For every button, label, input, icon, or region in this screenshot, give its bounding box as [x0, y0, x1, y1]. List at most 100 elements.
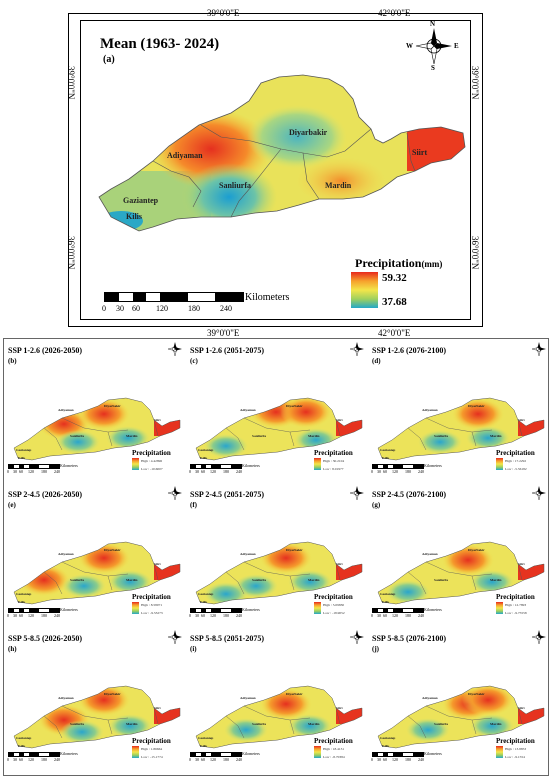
- scenario-panel: SSP 1-2.6 (2051-2075) (c): [186, 340, 364, 482]
- panel-city-label: Mardin: [490, 578, 502, 582]
- panel-city-label: Kilis: [200, 744, 208, 748]
- scenario-panel: SSP 2-4.5 (2026-2050) (e): [4, 484, 182, 626]
- panel-region-map: [13, 541, 181, 605]
- panel-scale-label: 0: [7, 757, 9, 762]
- city-label: Gaziantep: [123, 196, 159, 205]
- panel-title: SSP 5-8.5 (2026-2050): [8, 634, 82, 643]
- panel-city-label: Siirt: [518, 706, 525, 710]
- panel-scale-label: 240: [54, 469, 60, 474]
- panel-scale-label: 240: [236, 613, 242, 618]
- panel-city-label: Siirt: [518, 418, 525, 422]
- panel-legend-low: Low : -5.56182: [505, 467, 527, 471]
- panel-city-label: Gaziantep: [380, 736, 396, 740]
- compass-e: E: [454, 42, 459, 50]
- panel-scale-label: 180: [405, 469, 411, 474]
- panel-city-label: Siirt: [336, 706, 343, 710]
- panel-scale-label: 120: [210, 469, 216, 474]
- panel-scale-unit: Kilometers: [242, 607, 260, 612]
- panel-city-label: Adiyaman: [422, 552, 438, 556]
- panel-legend-high: High : 8.58071: [141, 603, 163, 607]
- panel-scale-label: 120: [392, 757, 398, 762]
- panel-scale-label: 180: [223, 757, 229, 762]
- panel-city-label: Adiyaman: [422, 408, 438, 412]
- scenario-panel: SSP 5-8.5 (2076-2100) (j): [368, 628, 546, 770]
- panel-city-label: Siirt: [336, 418, 343, 422]
- panel-city-label: Gaziantep: [16, 592, 32, 596]
- panel-city-label: Siirt: [518, 562, 525, 566]
- panel-legend-high: High : 1.86664: [141, 747, 163, 751]
- north-arrow-icon: [532, 486, 546, 500]
- panel-scale-label: 60: [19, 757, 23, 762]
- panel-city-label: Kilis: [382, 744, 390, 748]
- panel-city-label: Mardin: [126, 578, 138, 582]
- north-arrow-icon: [168, 342, 182, 356]
- panel-scale-label: 60: [383, 757, 387, 762]
- panel-city-label: Sanliurfa: [70, 578, 85, 582]
- panel-legend-ramp: [314, 602, 321, 614]
- main-map-area: [80, 20, 471, 320]
- panel-label: (c): [190, 357, 198, 365]
- main-region-map: [98, 74, 466, 232]
- panel-city-label: Mardin: [126, 434, 138, 438]
- panel-scale-label: 180: [223, 469, 229, 474]
- scale-label: 30: [116, 304, 124, 313]
- panel-scale-label: 60: [383, 469, 387, 474]
- panel-scale-unit: Kilometers: [242, 751, 260, 756]
- panel-city-label: Adiyaman: [58, 696, 74, 700]
- panel-scale-bar: [372, 608, 424, 613]
- panel-title: SSP 2-4.5 (2051-2075): [190, 490, 264, 499]
- panel-scale-unit: Kilometers: [424, 607, 442, 612]
- panel-city-label: Gaziantep: [380, 448, 396, 452]
- panel-scale-label: 60: [19, 469, 23, 474]
- panel-city-label: Diyarbakir: [104, 692, 121, 696]
- panel-legend-ramp: [314, 458, 321, 470]
- panel-label: (h): [8, 645, 17, 653]
- panel-scale-label: 30: [195, 757, 199, 762]
- panel-legend-low: Low : -18.9052: [323, 611, 345, 615]
- panel-scale-label: 180: [223, 613, 229, 618]
- panel-legend-high: High : 17.2292: [505, 459, 527, 463]
- panel-scale-unit: Kilometers: [242, 463, 260, 468]
- panel-scale-label: 120: [28, 613, 34, 618]
- panel-legend-ramp: [132, 602, 139, 614]
- panel-scale-label: 240: [54, 757, 60, 762]
- panel-city-label: Kilis: [18, 600, 26, 604]
- city-label: Adiyaman: [167, 151, 203, 160]
- panel-scale-label: 0: [371, 613, 373, 618]
- panel-title: SSP 1-2.6 (2026-2050): [8, 346, 82, 355]
- panel-region-map: [13, 685, 181, 749]
- compass-s: S: [431, 64, 435, 72]
- panel-scale-label: 30: [13, 469, 17, 474]
- panel-city-label: Mardin: [490, 434, 502, 438]
- panel-legend-high: High : 5.09830: [323, 603, 345, 607]
- panel-city-label: Kilis: [382, 600, 390, 604]
- panel-city-label: Diyarbakir: [104, 548, 121, 552]
- panel-scale-bar: [372, 464, 424, 469]
- scenario-panel: SSP 2-4.5 (2051-2075) (f): [186, 484, 364, 626]
- panel-city-label: Adiyaman: [58, 408, 74, 412]
- panel-legend-low: Low : 8.01977: [323, 467, 344, 471]
- panel-city-label: Mardin: [308, 434, 320, 438]
- panel-title: SSP 5-8.5 (2076-2100): [372, 634, 446, 643]
- panel-scale-label: 180: [405, 613, 411, 618]
- city-label: Diyarbakir: [289, 128, 328, 137]
- panel-scale-label: 240: [418, 613, 424, 618]
- panel-city-label: Diyarbakir: [468, 548, 485, 552]
- panel-scale-label: 180: [41, 757, 47, 762]
- scale-bar: [104, 292, 244, 302]
- panel-region-map: [377, 397, 545, 461]
- panel-city-label: Mardin: [490, 722, 502, 726]
- panel-city-label: Sanliurfa: [434, 578, 449, 582]
- panel-scale-label: 0: [371, 757, 373, 762]
- panel-legend-low: Low : -9.1554: [505, 755, 525, 759]
- panel-scale-label: 0: [189, 757, 191, 762]
- panel-scale-unit: Kilometers: [424, 463, 442, 468]
- panel-scale-label: 180: [41, 469, 47, 474]
- panel-scale-label: 30: [195, 613, 199, 618]
- panel-city-label: Gaziantep: [16, 448, 32, 452]
- panel-city-label: Gaziantep: [380, 592, 396, 596]
- panel-city-label: Adiyaman: [240, 552, 256, 556]
- panel-scale-label: 120: [392, 613, 398, 618]
- panel-label: (g): [372, 501, 381, 509]
- scale-unit: Kilometers: [245, 292, 290, 303]
